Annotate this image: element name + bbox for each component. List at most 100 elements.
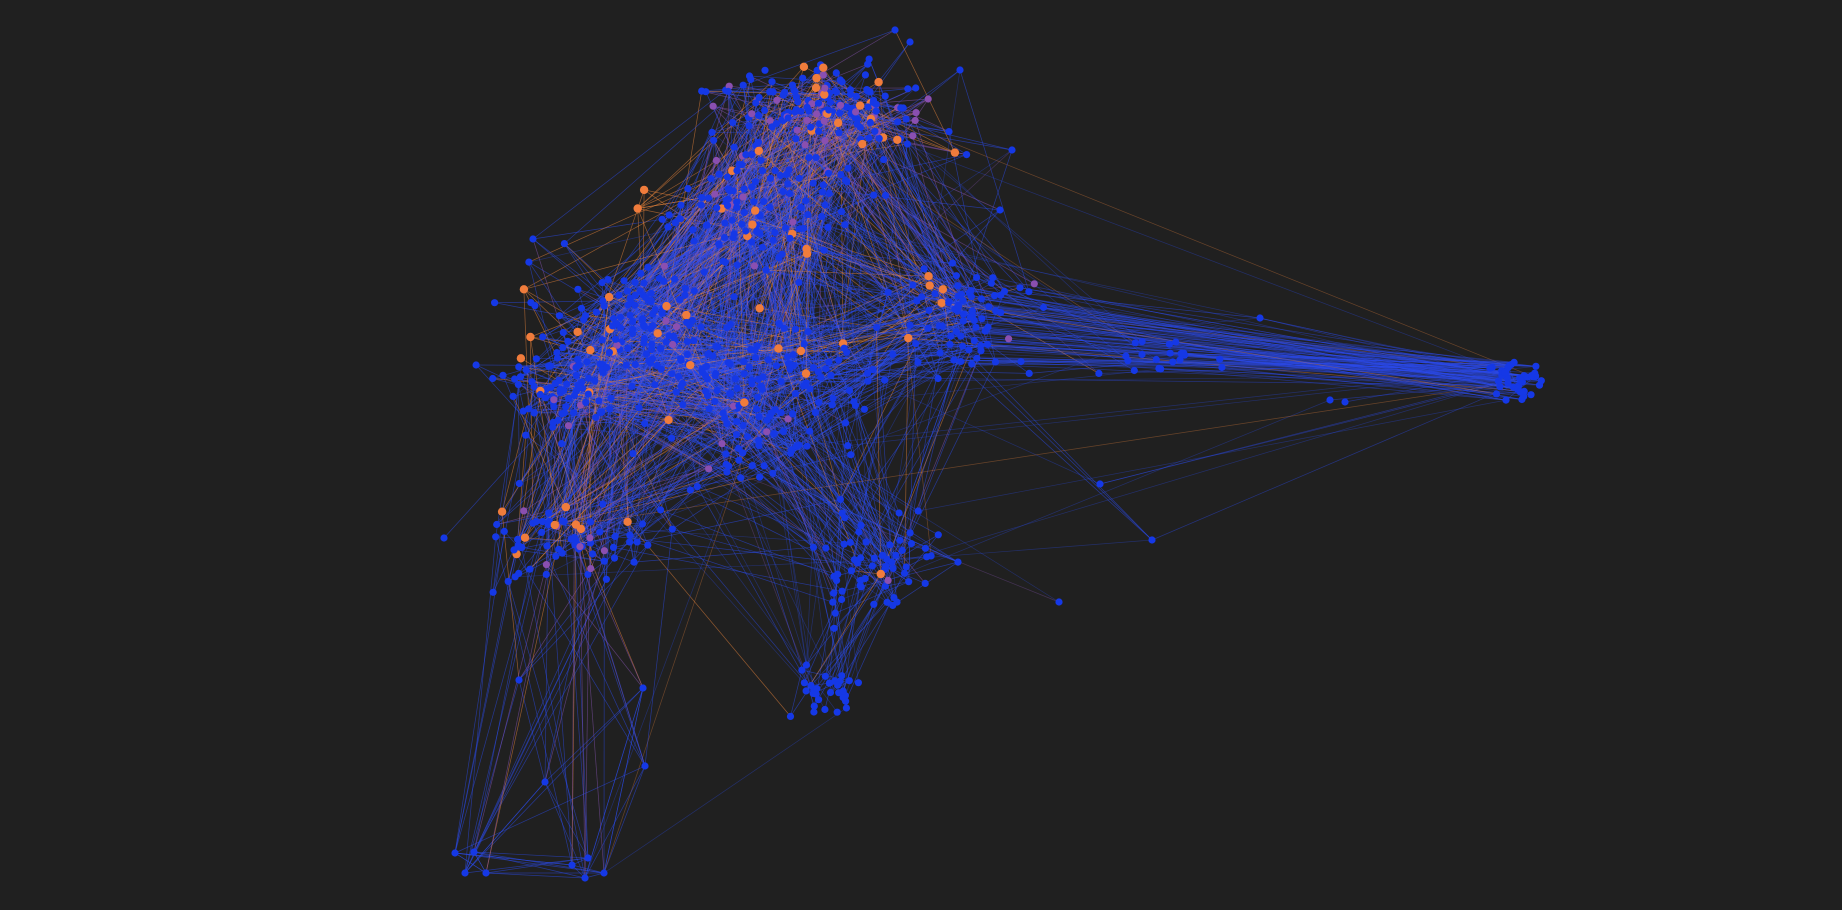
graph-node[interactable] xyxy=(766,117,774,125)
graph-node[interactable] xyxy=(835,129,843,137)
graph-node[interactable] xyxy=(651,381,659,389)
graph-node[interactable] xyxy=(805,154,813,162)
graph-node[interactable] xyxy=(681,291,689,299)
graph-node[interactable] xyxy=(633,538,641,546)
graph-node[interactable] xyxy=(1176,356,1184,364)
graph-node[interactable] xyxy=(544,521,553,529)
graph-node[interactable] xyxy=(658,215,666,223)
graph-node[interactable] xyxy=(677,201,685,209)
graph-node[interactable] xyxy=(775,320,783,328)
graph-node[interactable] xyxy=(957,290,966,298)
graph-node[interactable] xyxy=(586,518,595,526)
graph-node[interactable] xyxy=(733,261,741,269)
graph-node[interactable] xyxy=(902,115,910,123)
graph-node[interactable] xyxy=(526,565,534,573)
graph-node[interactable] xyxy=(954,282,962,290)
graph-node[interactable] xyxy=(522,431,530,439)
graph-node[interactable] xyxy=(858,139,867,149)
graph-node[interactable] xyxy=(833,118,843,128)
graph-node[interactable] xyxy=(814,99,823,107)
graph-node[interactable] xyxy=(751,346,759,354)
graph-node[interactable] xyxy=(967,287,975,295)
graph-node[interactable] xyxy=(828,401,836,409)
graph-node[interactable] xyxy=(560,386,568,395)
graph-node[interactable] xyxy=(855,101,865,110)
graph-node[interactable] xyxy=(902,563,910,571)
graph-node[interactable] xyxy=(804,328,812,336)
graph-node[interactable] xyxy=(1537,377,1545,385)
graph-node[interactable] xyxy=(542,561,551,569)
graph-node[interactable] xyxy=(833,708,841,716)
graph-node[interactable] xyxy=(711,372,719,380)
graph-node[interactable] xyxy=(629,450,637,458)
graph-node[interactable] xyxy=(665,332,673,340)
graph-node[interactable] xyxy=(595,397,603,405)
graph-node[interactable] xyxy=(870,554,878,562)
graph-node[interactable] xyxy=(889,564,897,573)
graph-node[interactable] xyxy=(683,318,691,327)
graph-node[interactable] xyxy=(1166,349,1174,357)
graph-node[interactable] xyxy=(803,103,811,111)
graph-node[interactable] xyxy=(586,345,595,355)
graph-node[interactable] xyxy=(574,285,582,293)
graph-node[interactable] xyxy=(1122,352,1130,360)
graph-node[interactable] xyxy=(562,403,570,411)
graph-node[interactable] xyxy=(904,333,913,343)
graph-node[interactable] xyxy=(558,440,566,448)
graph-node[interactable] xyxy=(522,366,530,374)
graph-node[interactable] xyxy=(836,76,844,84)
graph-node[interactable] xyxy=(783,353,792,361)
graph-node[interactable] xyxy=(626,538,634,546)
graph-node[interactable] xyxy=(648,340,656,348)
graph-node[interactable] xyxy=(609,322,617,330)
graph-node[interactable] xyxy=(598,408,606,416)
graph-node[interactable] xyxy=(866,118,875,127)
graph-node[interactable] xyxy=(769,236,777,244)
graph-node[interactable] xyxy=(564,337,572,345)
graph-node[interactable] xyxy=(542,570,550,579)
graph-node[interactable] xyxy=(772,120,781,128)
graph-node[interactable] xyxy=(682,310,691,320)
graph-node[interactable] xyxy=(997,309,1005,317)
graph-node[interactable] xyxy=(991,358,1000,366)
graph-node[interactable] xyxy=(538,528,546,537)
graph-node[interactable] xyxy=(677,383,685,391)
graph-node[interactable] xyxy=(553,349,561,357)
graph-node[interactable] xyxy=(878,551,887,560)
graph-node[interactable] xyxy=(703,375,711,383)
graph-node[interactable] xyxy=(489,588,497,596)
graph-node[interactable] xyxy=(735,160,743,169)
graph-node[interactable] xyxy=(525,258,533,266)
graph-node[interactable] xyxy=(820,90,829,99)
graph-node[interactable] xyxy=(851,401,860,409)
graph-node[interactable] xyxy=(748,183,756,191)
graph-node[interactable] xyxy=(712,156,721,165)
graph-node[interactable] xyxy=(779,91,787,99)
graph-node[interactable] xyxy=(889,601,897,610)
graph-node[interactable] xyxy=(1527,391,1535,399)
graph-node[interactable] xyxy=(729,119,737,127)
graph-node[interactable] xyxy=(954,301,962,309)
graph-node[interactable] xyxy=(705,405,713,413)
graph-node[interactable] xyxy=(895,509,903,517)
graph-node[interactable] xyxy=(972,323,980,331)
graph-node[interactable] xyxy=(886,541,894,549)
graph-node[interactable] xyxy=(515,479,523,488)
graph-node[interactable] xyxy=(789,351,797,359)
graph-node[interactable] xyxy=(838,595,846,604)
graph-node[interactable] xyxy=(792,135,800,143)
graph-node[interactable] xyxy=(629,317,637,326)
graph-node[interactable] xyxy=(549,418,557,426)
graph-node[interactable] xyxy=(989,274,997,282)
graph-node[interactable] xyxy=(1095,369,1103,377)
graph-node[interactable] xyxy=(795,278,803,286)
graph-node[interactable] xyxy=(510,546,518,554)
graph-node[interactable] xyxy=(660,262,669,270)
graph-node[interactable] xyxy=(874,77,883,87)
graph-node[interactable] xyxy=(925,306,933,314)
graph-node[interactable] xyxy=(800,340,808,348)
graph-node[interactable] xyxy=(906,529,914,537)
graph-node[interactable] xyxy=(758,243,767,251)
graph-node[interactable] xyxy=(795,174,803,182)
